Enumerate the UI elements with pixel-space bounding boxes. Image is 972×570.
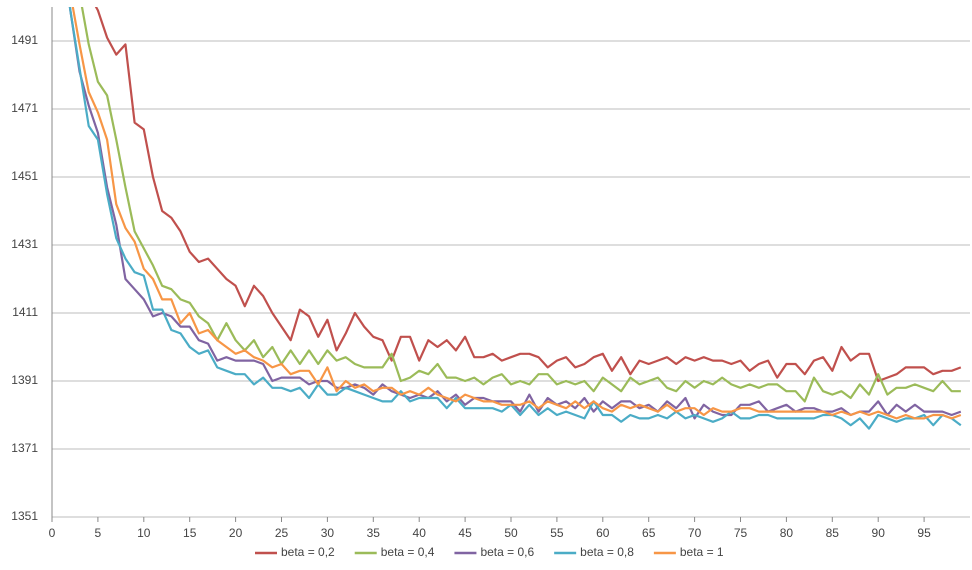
series-line	[68, 7, 962, 420]
x-tick-label: 70	[688, 526, 702, 540]
x-tick-label: 90	[872, 526, 886, 540]
series-line	[68, 7, 962, 430]
x-tick-label: 80	[780, 526, 794, 540]
legend-label: beta = 0,6	[480, 545, 534, 559]
x-tick-label: 60	[596, 526, 610, 540]
y-tick-label: 1371	[11, 441, 38, 455]
legend-label: beta = 1	[680, 545, 724, 559]
x-tick-label: 15	[183, 526, 197, 540]
y-tick-label: 1411	[12, 305, 38, 319]
x-tick-label: 95	[917, 526, 931, 540]
plot-area	[68, 7, 962, 430]
y-tick-label: 1471	[11, 101, 38, 115]
y-tick-label: 1351	[11, 509, 38, 523]
x-tick-label: 0	[49, 526, 56, 540]
series-line	[80, 7, 961, 403]
x-tick-label: 40	[413, 526, 427, 540]
legend-label: beta = 0,4	[381, 545, 435, 559]
y-tick-label: 1451	[11, 169, 38, 183]
x-tick-label: 85	[826, 526, 840, 540]
legend-label: beta = 0,8	[580, 545, 634, 559]
x-tick-label: 10	[137, 526, 151, 540]
x-tick-label: 5	[95, 526, 102, 540]
x-tick-label: 50	[504, 526, 518, 540]
y-tick-label: 1491	[11, 33, 38, 47]
series-line	[71, 7, 962, 420]
x-tick-label: 45	[458, 526, 472, 540]
x-tick-label: 25	[275, 526, 289, 540]
legend-label: beta = 0,2	[281, 545, 335, 559]
x-tick-label: 35	[367, 526, 381, 540]
x-tick-label: 65	[642, 526, 656, 540]
series-line	[94, 7, 962, 383]
x-tick-label: 30	[321, 526, 335, 540]
x-tick-label: 20	[229, 526, 243, 540]
x-tick-label: 75	[734, 526, 748, 540]
y-tick-label: 1391	[11, 373, 38, 387]
y-tick-label: 1431	[11, 237, 38, 251]
x-tick-label: 55	[550, 526, 564, 540]
